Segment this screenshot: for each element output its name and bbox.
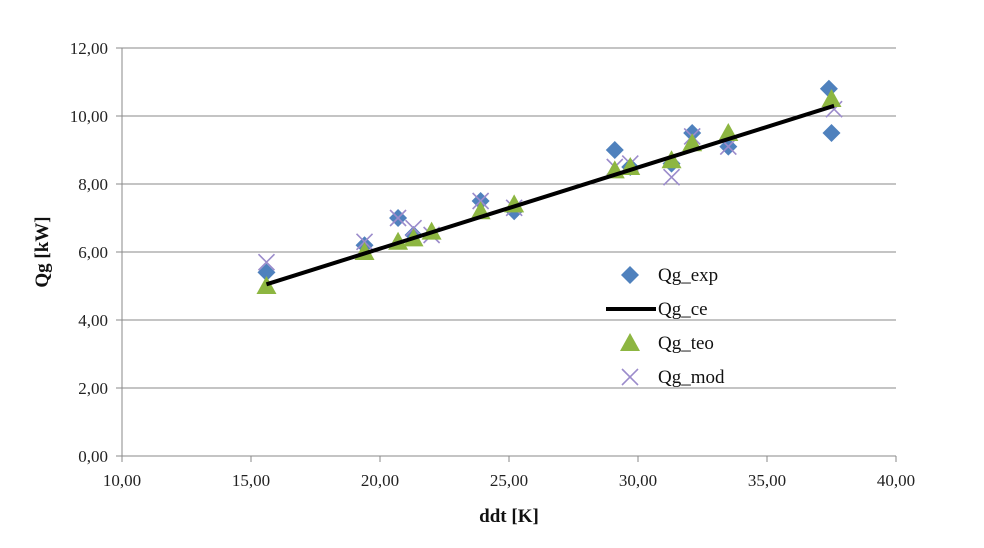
data-point — [472, 192, 490, 210]
x-stroke — [662, 168, 681, 186]
legend-label: Qg_teo — [658, 333, 714, 354]
data-point — [682, 133, 703, 152]
data-point — [662, 168, 681, 186]
legend-label: Qg_exp — [658, 265, 718, 286]
x-stroke — [355, 233, 374, 251]
x-stroke — [621, 368, 639, 386]
axes — [116, 47, 897, 462]
trend-line — [265, 103, 835, 287]
x-tick-label: 40,00 — [877, 471, 915, 490]
x-axis-title: ddt [K] — [479, 506, 539, 527]
legend-item: Qg_mod — [621, 367, 725, 388]
legend-label: Qg_mod — [658, 367, 725, 388]
x-stroke — [472, 192, 490, 210]
legend-swatch — [620, 333, 640, 351]
data-point — [404, 219, 423, 237]
x-stroke — [719, 138, 737, 156]
legend-item: Qg_ce — [606, 299, 708, 320]
data-point — [389, 209, 407, 227]
x-stroke — [404, 219, 423, 237]
x-tick-label: 35,00 — [748, 471, 786, 490]
y-tick-label: 4,00 — [78, 311, 108, 330]
plot-area — [256, 79, 843, 294]
x-tick-label: 15,00 — [232, 471, 270, 490]
y-tick-label: 10,00 — [70, 107, 108, 126]
legend-item: Qg_teo — [620, 333, 714, 354]
data-point — [661, 150, 682, 169]
legend-item: Qg_exp — [621, 265, 718, 286]
x-tick-label: 10,00 — [103, 471, 141, 490]
legend-label: Qg_ce — [658, 299, 708, 320]
legend-swatch — [621, 368, 639, 386]
y-tick-label: 0,00 — [78, 447, 108, 466]
series-qg-teo — [256, 89, 842, 294]
data-point — [256, 276, 277, 294]
data-point — [822, 124, 841, 142]
x-tick-label: 20,00 — [361, 471, 399, 490]
series-qg-ce — [265, 103, 835, 287]
series-qg-exp — [257, 79, 841, 282]
legend-swatch — [621, 266, 639, 284]
data-point — [821, 89, 842, 107]
y-tick-label: 12,00 — [70, 39, 108, 58]
data-point — [683, 124, 702, 142]
y-tick-label: 2,00 — [78, 379, 108, 398]
data-point — [605, 141, 624, 159]
data-point — [355, 233, 374, 251]
y-tick-label: 8,00 — [78, 175, 108, 194]
y-axis-title: Qg [kW] — [32, 216, 53, 287]
tick-labels: 0,00 2,00 4,00 6,00 8,00 10,00 12,00 10,00 15,00… — [70, 39, 915, 490]
x-stroke — [257, 253, 276, 271]
x-stroke — [389, 209, 407, 227]
y-tick-label: 6,00 — [78, 243, 108, 262]
data-point — [257, 253, 276, 271]
series-qg-mod — [257, 100, 843, 271]
x-tick-label: 30,00 — [619, 471, 657, 490]
legend: Qg_exp Qg_ce Qg_teo Qg_mod — [606, 265, 725, 388]
gridlines — [122, 47, 896, 389]
data-point — [257, 263, 276, 282]
x-tick-label: 25,00 — [490, 471, 528, 490]
